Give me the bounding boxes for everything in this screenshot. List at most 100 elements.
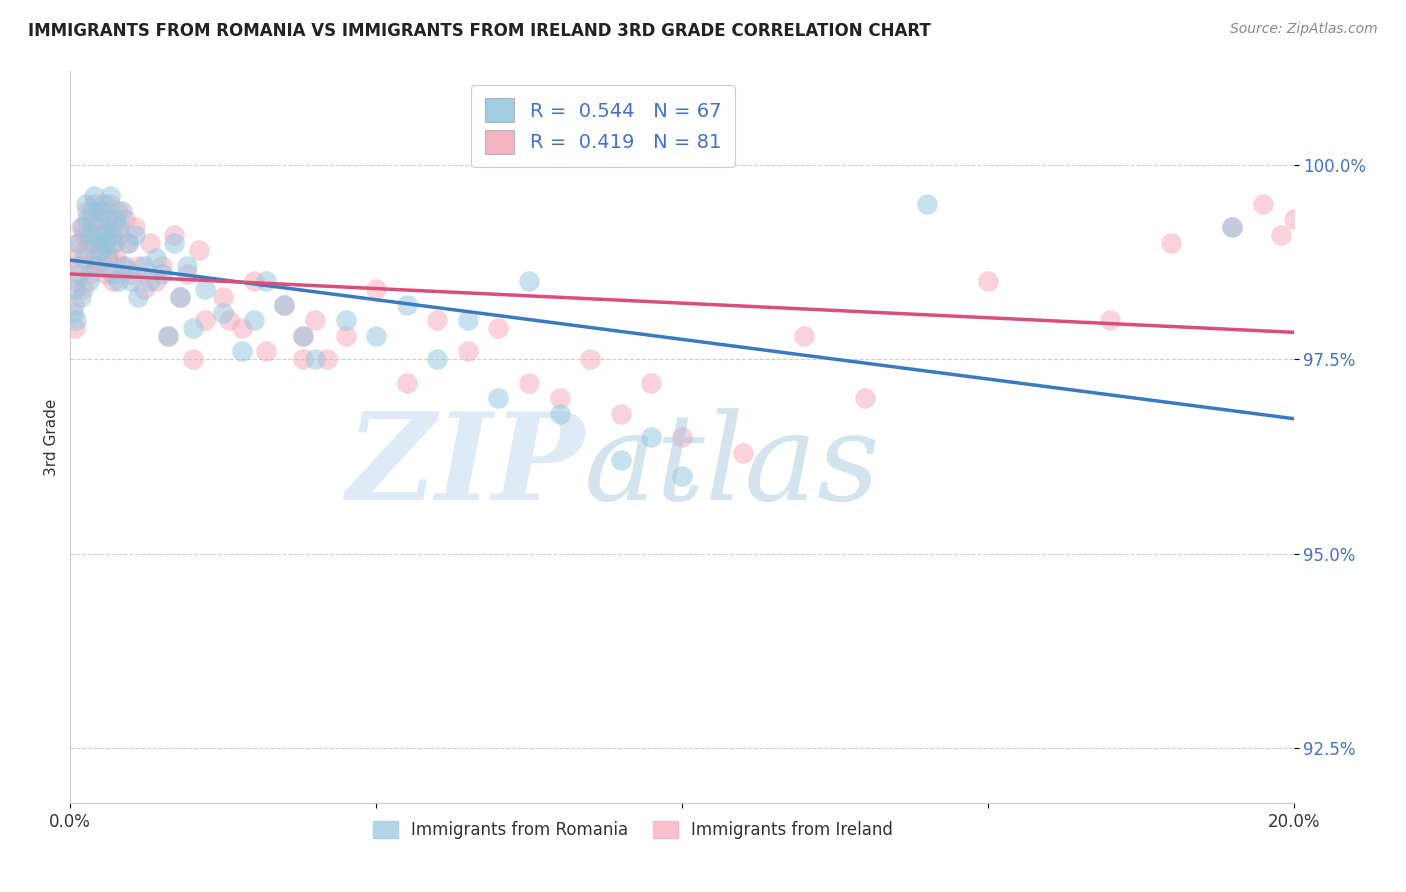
Point xyxy=(114,259,136,273)
Point xyxy=(97,251,120,265)
Point xyxy=(157,329,180,343)
Point xyxy=(254,344,277,359)
Text: ZIP: ZIP xyxy=(346,407,583,525)
Point xyxy=(243,275,266,289)
Point xyxy=(83,189,105,203)
Point xyxy=(73,227,96,242)
Point xyxy=(76,204,98,219)
Point xyxy=(194,282,217,296)
Point xyxy=(671,469,693,483)
Point xyxy=(366,282,388,296)
Point xyxy=(273,298,295,312)
Point xyxy=(72,282,94,296)
Point xyxy=(335,313,357,327)
Point xyxy=(488,391,510,405)
Point xyxy=(335,329,357,343)
Point xyxy=(80,212,103,227)
Point xyxy=(101,235,124,250)
Point xyxy=(63,321,86,335)
Point xyxy=(69,259,91,273)
Point xyxy=(194,313,217,327)
Point xyxy=(366,329,388,343)
Point xyxy=(101,275,124,289)
Point xyxy=(101,267,124,281)
Point xyxy=(111,204,134,219)
Text: atlas: atlas xyxy=(583,408,880,525)
Point xyxy=(517,275,540,289)
Legend: Immigrants from Romania, Immigrants from Ireland: Immigrants from Romania, Immigrants from… xyxy=(366,814,900,846)
Text: Source: ZipAtlas.com: Source: ZipAtlas.com xyxy=(1230,22,1378,37)
Point xyxy=(1270,227,1292,242)
Point xyxy=(291,329,314,343)
Point xyxy=(291,329,314,343)
Point xyxy=(212,290,235,304)
Point xyxy=(1160,235,1182,250)
Point xyxy=(548,407,571,421)
Point xyxy=(181,321,204,335)
Point xyxy=(124,227,146,242)
Point xyxy=(579,352,602,367)
Point xyxy=(488,321,510,335)
Point xyxy=(517,376,540,390)
Point xyxy=(176,259,198,273)
Point xyxy=(304,313,326,327)
Point xyxy=(231,321,253,335)
Point xyxy=(70,290,93,304)
Point xyxy=(127,290,149,304)
Point xyxy=(731,445,754,459)
Point xyxy=(87,259,110,273)
Point xyxy=(976,275,998,289)
Point xyxy=(395,298,418,312)
Point xyxy=(169,290,191,304)
Point xyxy=(111,259,134,273)
Point xyxy=(96,219,118,234)
Point xyxy=(91,227,114,242)
Point xyxy=(915,196,938,211)
Point xyxy=(76,212,98,227)
Point xyxy=(139,235,162,250)
Point xyxy=(548,391,571,405)
Point xyxy=(671,430,693,444)
Point xyxy=(132,282,155,296)
Point xyxy=(169,290,191,304)
Point xyxy=(1251,196,1274,211)
Point xyxy=(457,344,479,359)
Point xyxy=(145,275,167,289)
Point xyxy=(610,453,633,467)
Point xyxy=(163,235,186,250)
Point xyxy=(793,329,815,343)
Point xyxy=(93,196,115,211)
Point xyxy=(65,313,87,327)
Point xyxy=(117,235,139,250)
Point xyxy=(181,352,204,367)
Point xyxy=(101,227,124,242)
Point xyxy=(218,313,240,327)
Point xyxy=(291,352,314,367)
Point xyxy=(187,244,209,258)
Point xyxy=(150,259,173,273)
Point xyxy=(72,219,94,234)
Point xyxy=(62,305,84,319)
Text: IMMIGRANTS FROM ROMANIA VS IMMIGRANTS FROM IRELAND 3RD GRADE CORRELATION CHART: IMMIGRANTS FROM ROMANIA VS IMMIGRANTS FR… xyxy=(28,22,931,40)
Point xyxy=(83,251,105,265)
Point xyxy=(145,251,167,265)
Point xyxy=(108,227,131,242)
Point xyxy=(304,352,326,367)
Point xyxy=(212,305,235,319)
Point xyxy=(105,212,128,227)
Point xyxy=(83,196,105,211)
Point xyxy=(89,212,111,227)
Point xyxy=(124,219,146,234)
Point xyxy=(139,275,162,289)
Point xyxy=(426,313,449,327)
Point xyxy=(93,235,115,250)
Point xyxy=(610,407,633,421)
Point xyxy=(60,251,83,265)
Point xyxy=(457,313,479,327)
Point xyxy=(105,251,128,265)
Point xyxy=(90,204,112,219)
Point xyxy=(69,267,91,281)
Point xyxy=(1220,219,1243,234)
Point xyxy=(77,235,100,250)
Point xyxy=(79,267,101,281)
